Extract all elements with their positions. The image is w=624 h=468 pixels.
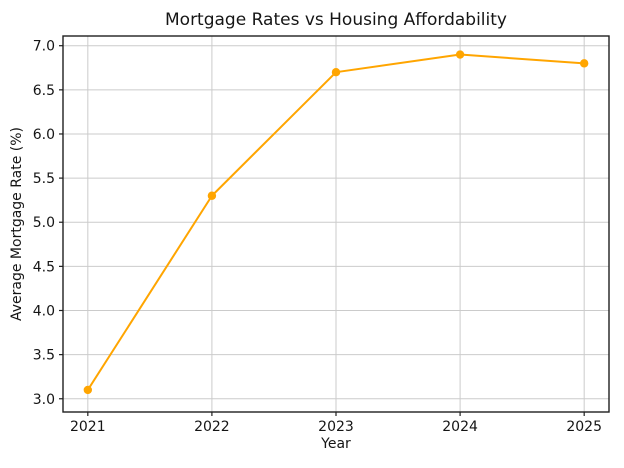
- y-tick-label: 3.5: [33, 348, 55, 364]
- data-point-marker: [207, 191, 217, 200]
- data-point-marker: [331, 67, 341, 77]
- x-tick-label: 2022: [194, 419, 230, 435]
- data-point-marker: [83, 385, 93, 395]
- y-tick-label: 6.0: [33, 127, 55, 143]
- chart-title: Mortgage Rates vs Housing Affordability: [165, 10, 507, 30]
- y-tick-label: 4.0: [33, 303, 55, 319]
- y-tick-label: 5.5: [33, 171, 55, 187]
- data-point-marker: [455, 50, 465, 59]
- x-tick-label: 2024: [442, 419, 478, 435]
- x-tick-label: 2025: [566, 419, 602, 435]
- y-tick-label: 3.0: [33, 392, 55, 408]
- y-tick-label: 7.0: [33, 39, 55, 55]
- x-axis-label: Year: [321, 436, 351, 452]
- y-tick-label: 5.0: [33, 215, 55, 231]
- y-tick-label: 4.5: [33, 259, 55, 275]
- x-tick-label: 2021: [70, 419, 106, 435]
- data-point-marker: [579, 59, 589, 68]
- x-tick-label: 2023: [318, 419, 354, 435]
- y-tick-label: 6.5: [33, 83, 55, 99]
